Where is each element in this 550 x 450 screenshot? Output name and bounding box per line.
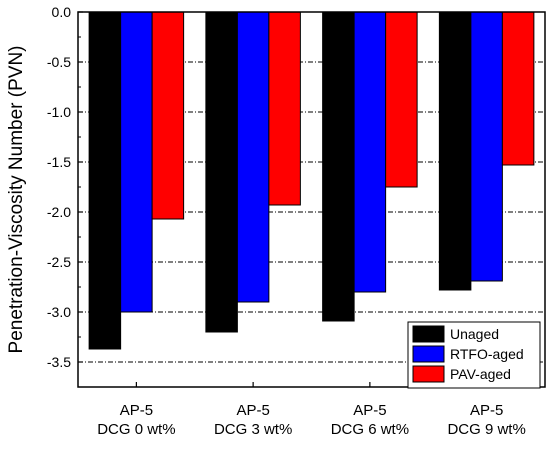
y-tick-label: -3.0 — [47, 304, 71, 320]
bar-rtfo-aged-1 — [236, 11, 270, 303]
y-tick-label: -0.5 — [47, 54, 71, 70]
y-axis-title: Penetration-Viscosity Number (PVN) — [6, 46, 27, 354]
y-tick-label: -2.0 — [47, 204, 71, 220]
legend-label: PAV-aged — [450, 366, 511, 382]
x-category-label: DCG 0 wt% — [97, 421, 175, 438]
legend: Unaged RTFO-aged PAV-aged — [407, 321, 541, 389]
plot-frame — [77, 11, 546, 388]
bar-rtfo-aged-2 — [353, 11, 387, 293]
x-category-label: DCG 9 wt% — [447, 421, 525, 438]
x-category-label: AP-5 — [353, 402, 386, 419]
legend-swatch — [412, 365, 445, 383]
bar-unaged-3 — [438, 11, 472, 291]
bar-pav-aged-0 — [151, 11, 185, 220]
y-tick-label: -2.5 — [47, 254, 71, 270]
bar-pav-aged-1 — [268, 11, 301, 206]
bar-unaged-0 — [88, 11, 122, 350]
x-axis-ticks: AP-5 DCG 0 wt% AP-5 DCG 3 wt% AP-5 DCG 6 wt% A… — [97, 382, 526, 438]
legend-label: RTFO-aged — [450, 346, 524, 362]
bar-rtfo-aged-3 — [470, 11, 503, 282]
bar-rtfo-aged-0 — [120, 11, 153, 313]
y-axis-ticks: 0.0 -0.5 -1.0 -1.5 -2.0 -2.5 -3.0 -3.5 — [47, 4, 83, 370]
y-tick-label: -3.5 — [47, 354, 71, 370]
y-tick-label: -1.5 — [47, 154, 71, 170]
x-category-label: DCG 6 wt% — [331, 421, 409, 438]
bar-unaged-2 — [322, 11, 355, 322]
x-category-label: AP-5 — [236, 402, 269, 419]
legend-swatch — [412, 325, 445, 343]
x-category-label: AP-5 — [120, 402, 153, 419]
bar-unaged-1 — [205, 11, 238, 333]
bar-pav-aged-2 — [385, 11, 418, 188]
bars — [88, 11, 535, 350]
bar-pav-aged-3 — [501, 11, 535, 166]
y-tick-label: 0.0 — [52, 4, 72, 20]
x-category-label: DCG 3 wt% — [214, 421, 292, 438]
legend-swatch — [412, 345, 445, 363]
x-category-label: AP-5 — [470, 402, 503, 419]
y-tick-label: -1.0 — [47, 104, 71, 120]
legend-label: Unaged — [450, 326, 499, 342]
